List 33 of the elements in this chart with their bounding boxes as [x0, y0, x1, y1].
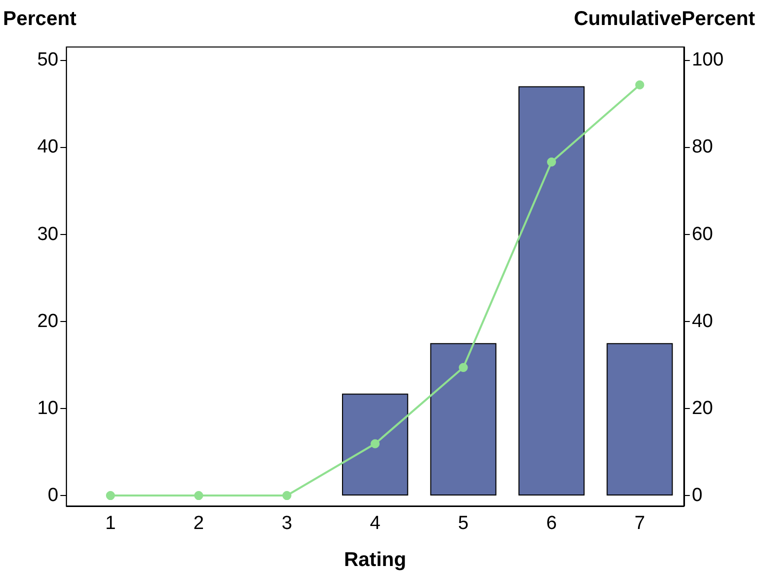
y-tick-label: 40 [37, 136, 58, 158]
y-axis-title: Percent [2, 8, 77, 30]
bar [518, 86, 585, 496]
point [194, 491, 204, 500]
y-tick-label: 20 [37, 310, 58, 332]
y2-tick-label: 100 [692, 50, 724, 71]
y2-axis-title: CumulativePercent [574, 8, 756, 30]
x-tick-label: 1 [105, 513, 116, 534]
x-axis-title: Rating [344, 549, 406, 571]
bar [430, 343, 496, 496]
bar [606, 343, 673, 496]
x-tick-label: 6 [546, 513, 557, 534]
x-tick-label: 5 [458, 513, 469, 534]
y-tick-label: 10 [37, 398, 58, 419]
point [370, 439, 380, 448]
y2-tick-label: 40 [692, 310, 713, 332]
x-tick-label: 4 [370, 513, 381, 534]
y2-tick-label: 20 [692, 398, 713, 419]
point [106, 491, 115, 500]
bar [342, 394, 408, 496]
y2-tick-label: 80 [692, 136, 713, 158]
x-tick-label: 3 [282, 513, 292, 534]
point [547, 157, 556, 166]
point [635, 80, 644, 90]
y-tick-label: 0 [48, 485, 58, 506]
x-tick-label: 2 [193, 513, 204, 534]
point [458, 363, 468, 372]
y-tick-label: 30 [37, 224, 58, 245]
y2-tick-label: 60 [692, 224, 713, 245]
point [282, 491, 292, 500]
x-tick-label: 7 [634, 513, 646, 534]
y-tick-label: 50 [37, 50, 58, 71]
y2-tick-label: 0 [692, 485, 702, 506]
